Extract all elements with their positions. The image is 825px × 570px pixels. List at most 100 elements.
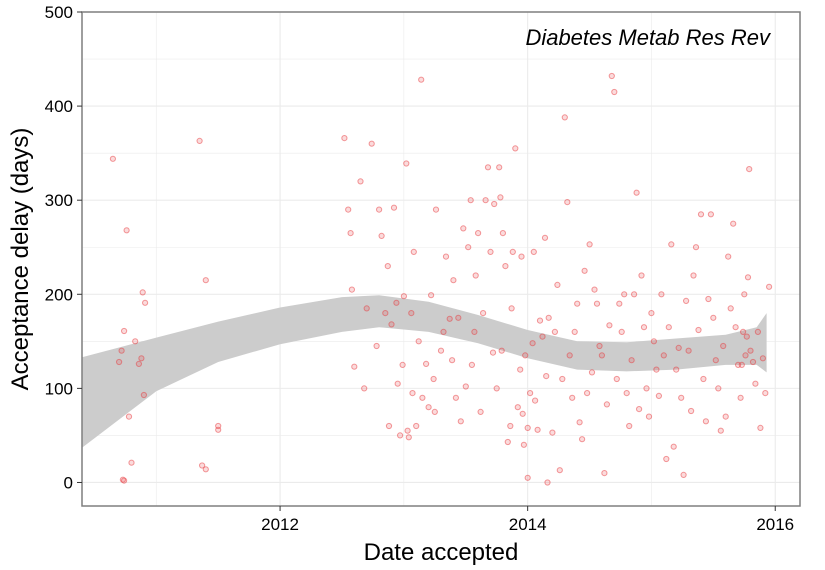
data-point: [584, 390, 591, 397]
data-point: [468, 361, 475, 368]
data-point: [712, 357, 719, 364]
data-point: [368, 140, 375, 147]
data-point: [408, 310, 415, 317]
data-point: [471, 328, 478, 335]
data-point: [738, 361, 745, 368]
data-point: [574, 300, 581, 307]
data-point: [351, 363, 358, 370]
data-point: [655, 392, 663, 399]
data-point: [688, 407, 695, 415]
data-point: [403, 160, 410, 167]
data-point: [376, 206, 383, 213]
data-point: [747, 347, 754, 354]
data-point: [509, 248, 516, 255]
data-point: [762, 390, 769, 397]
data-point: [551, 328, 559, 335]
x-axis-title: Date accepted: [364, 539, 519, 566]
data-point: [530, 248, 537, 255]
data-point: [643, 385, 650, 392]
data-point: [452, 394, 459, 401]
data-point: [626, 422, 633, 430]
data-point: [491, 200, 498, 208]
data-point: [581, 267, 588, 274]
data-point: [705, 295, 712, 303]
data-point: [556, 467, 563, 474]
data-point: [345, 206, 352, 213]
data-point: [393, 299, 400, 306]
y-tick-label: 400: [45, 97, 73, 116]
data-point: [404, 427, 411, 434]
data-point: [663, 455, 670, 463]
data-point: [730, 220, 737, 227]
data-point: [576, 419, 583, 426]
data-point: [673, 366, 680, 373]
data-point: [482, 197, 489, 204]
data-point: [539, 333, 546, 340]
data-point: [695, 326, 702, 334]
data-point: [440, 328, 447, 335]
data-point: [532, 397, 539, 404]
data-point: [752, 380, 759, 387]
axes: 0 100 200 300 400 500 2012 2014 2016: [45, 3, 795, 534]
panel-border: [81, 11, 801, 507]
data-point: [109, 155, 117, 162]
data-point: [428, 292, 435, 299]
data-point: [596, 342, 603, 350]
data-point: [423, 360, 430, 367]
data-point: [394, 380, 401, 387]
data-point: [477, 408, 484, 415]
data-point: [410, 248, 417, 255]
data-point: [361, 385, 368, 392]
data-point: [519, 410, 526, 417]
data-point: [373, 342, 380, 350]
data-point: [400, 293, 407, 300]
data-point: [138, 355, 145, 362]
data-point: [618, 328, 625, 335]
data-point: [732, 324, 739, 331]
data-point: [715, 385, 722, 392]
data-point: [493, 385, 500, 392]
data-point: [132, 338, 139, 345]
data-point: [759, 355, 767, 362]
confidence-band: [82, 295, 767, 448]
data-point: [534, 426, 541, 433]
data-point: [549, 429, 556, 436]
data-point: [561, 114, 568, 121]
data-point: [543, 373, 550, 380]
data-point: [142, 299, 149, 306]
data-point: [382, 310, 389, 317]
data-point: [650, 338, 658, 345]
data-point: [588, 369, 596, 376]
data-point: [442, 253, 450, 260]
data-point: [508, 305, 515, 312]
data-point: [683, 297, 690, 304]
data-point: [437, 347, 445, 354]
data-point: [518, 253, 525, 260]
data-point: [504, 438, 511, 446]
data-point: [554, 281, 561, 288]
data-point: [347, 230, 354, 237]
data-point: [363, 305, 370, 312]
data-point: [465, 244, 472, 251]
data-point: [507, 422, 514, 430]
data-point: [636, 406, 643, 413]
data-point: [397, 432, 404, 439]
data-point: [658, 291, 665, 298]
data-point: [571, 328, 578, 335]
data-point: [399, 361, 406, 368]
data-point: [121, 477, 128, 484]
data-point: [564, 199, 571, 206]
data-point: [512, 145, 519, 152]
data-point: [579, 436, 586, 443]
data-point: [384, 263, 391, 270]
data-point: [432, 206, 440, 213]
data-point: [668, 241, 675, 248]
x-tick-label: 2016: [756, 515, 794, 534]
data-point: [742, 352, 749, 359]
data-point: [700, 375, 707, 383]
y-tick-label: 500: [45, 3, 73, 22]
data-point: [502, 263, 509, 270]
data-point: [690, 272, 697, 279]
